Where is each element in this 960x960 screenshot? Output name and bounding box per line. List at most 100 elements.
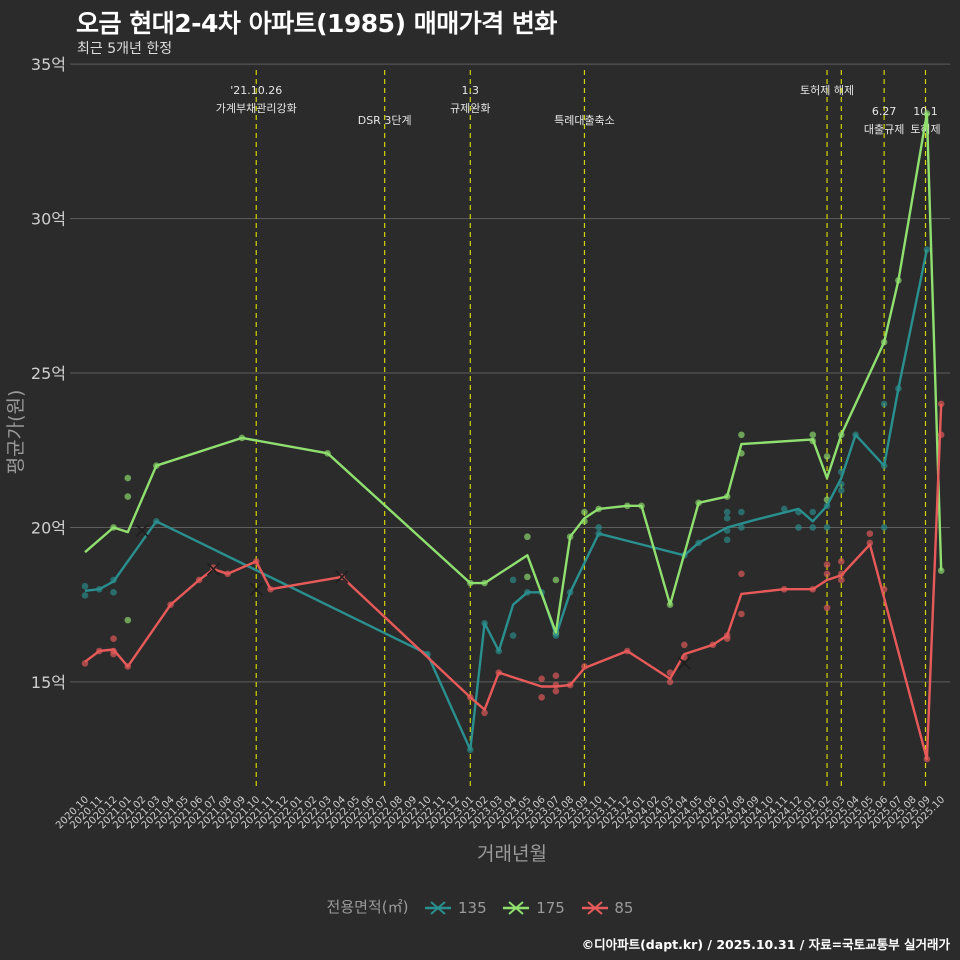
point-135 — [838, 487, 845, 494]
event-label: 토허제 해제 — [800, 83, 854, 97]
point-85 — [866, 530, 874, 537]
y-tick-label: 20억 — [31, 518, 66, 537]
legend-swatch-175 — [503, 901, 530, 915]
legend-swatch-85 — [581, 901, 608, 915]
point-135 — [880, 524, 888, 531]
x-mark-135 — [135, 523, 149, 538]
event-label: 6.27 — [872, 105, 897, 118]
point-175 — [124, 474, 132, 482]
point-135 — [723, 508, 731, 516]
point-175 — [937, 567, 945, 575]
point-135 — [509, 576, 517, 584]
y-tick-label: 15억 — [31, 673, 66, 692]
event-label-2: 토허제 — [910, 123, 940, 136]
point-85 — [666, 678, 674, 686]
event-label: DSR 3단계 — [358, 114, 412, 127]
point-135 — [110, 589, 117, 596]
line-85 — [84, 403, 943, 761]
x-mark-stroke — [249, 582, 263, 596]
point-85 — [838, 576, 845, 584]
point-135 — [923, 246, 931, 253]
point-175 — [581, 508, 588, 516]
point-135 — [880, 400, 888, 408]
event-label-2: 가계부채관리강화 — [216, 102, 297, 115]
event-label-2: 대출규제 — [864, 123, 904, 136]
point-135 — [809, 524, 817, 531]
point-135 — [795, 524, 802, 531]
point-135 — [595, 524, 603, 531]
chart-title: 오금 현대2-4차 아파트(1985) 매매가격 변화 — [76, 9, 557, 38]
point-85 — [866, 539, 874, 547]
y-tick-label: 25억 — [31, 364, 66, 383]
legend-label-175: 175 — [536, 898, 565, 917]
point-85 — [823, 570, 831, 578]
y-axis-label: 평균가(원) — [5, 390, 27, 475]
point-175 — [124, 616, 132, 624]
chart-subtitle: 최근 5개년 한정 — [77, 41, 173, 57]
point-85 — [681, 641, 688, 649]
x-mark-85 — [677, 656, 691, 670]
legend-item-85: 85 — [580, 898, 634, 917]
legend-item-135: 135 — [423, 898, 487, 917]
point-135 — [723, 536, 731, 544]
series-points — [81, 110, 945, 763]
x-mark-stroke — [335, 570, 349, 584]
line-135 — [84, 249, 929, 751]
point-135 — [809, 508, 817, 516]
point-85 — [552, 687, 560, 695]
grid-lines — [70, 63, 950, 683]
point-135 — [823, 524, 831, 531]
point-135 — [81, 582, 89, 590]
point-175 — [524, 573, 531, 581]
legend-swatch-135 — [425, 901, 452, 915]
x-mark-stroke — [135, 523, 149, 538]
legend-item-175: 175 — [501, 898, 565, 917]
legend-label-135: 135 — [457, 898, 487, 917]
legend-title: 전용면적(㎡) — [326, 898, 409, 916]
point-135 — [81, 592, 89, 599]
legend-label-85: 85 — [614, 898, 634, 917]
event-label: '21.10.26 — [230, 84, 282, 97]
point-175 — [823, 453, 831, 460]
event-label-2: 규제완화 — [450, 102, 490, 115]
x-mark-85 — [206, 562, 220, 576]
series-lines — [84, 112, 943, 761]
point-85 — [738, 570, 745, 578]
x-mark-stroke — [677, 656, 691, 670]
y-tick-label: 30억 — [31, 210, 66, 229]
point-135 — [738, 508, 745, 516]
x-axis-label: 거래년월 — [477, 843, 547, 865]
point-135 — [780, 505, 788, 513]
point-175 — [809, 431, 817, 439]
point-85 — [838, 558, 845, 565]
point-85 — [110, 635, 117, 642]
point-135 — [738, 524, 745, 531]
point-85 — [738, 610, 745, 618]
point-135 — [509, 632, 517, 639]
y-tick-label: 35억 — [31, 55, 66, 74]
line-175 — [84, 112, 943, 634]
y-axis: 15억 20억 25억 30억 35억 — [31, 55, 66, 692]
x-mark-stroke — [206, 562, 220, 576]
event-label: 1.3 — [462, 84, 480, 97]
point-135 — [723, 514, 731, 522]
point-85 — [538, 675, 545, 683]
x-mark-85 — [335, 570, 349, 584]
event-label: 특례대출축소 — [554, 114, 615, 127]
point-85 — [552, 672, 560, 680]
point-85 — [481, 709, 488, 717]
point-175 — [124, 493, 132, 500]
point-85 — [823, 604, 831, 612]
point-85 — [538, 694, 545, 701]
point-175 — [738, 431, 745, 439]
legend: 전용면적(㎡) 135 175 85 — [0, 896, 960, 917]
x-mark-85 — [249, 582, 263, 596]
point-175 — [552, 576, 560, 584]
x-axis: 2020.102020.112020.122021.012021.022021.… — [54, 794, 947, 831]
source-caption: ©디아파트(dapt.kr) / 2025.10.31 / 자료=국토교통부 실… — [581, 937, 950, 952]
series-x-marks — [135, 523, 691, 670]
point-85 — [823, 561, 831, 568]
point-175 — [524, 533, 531, 541]
